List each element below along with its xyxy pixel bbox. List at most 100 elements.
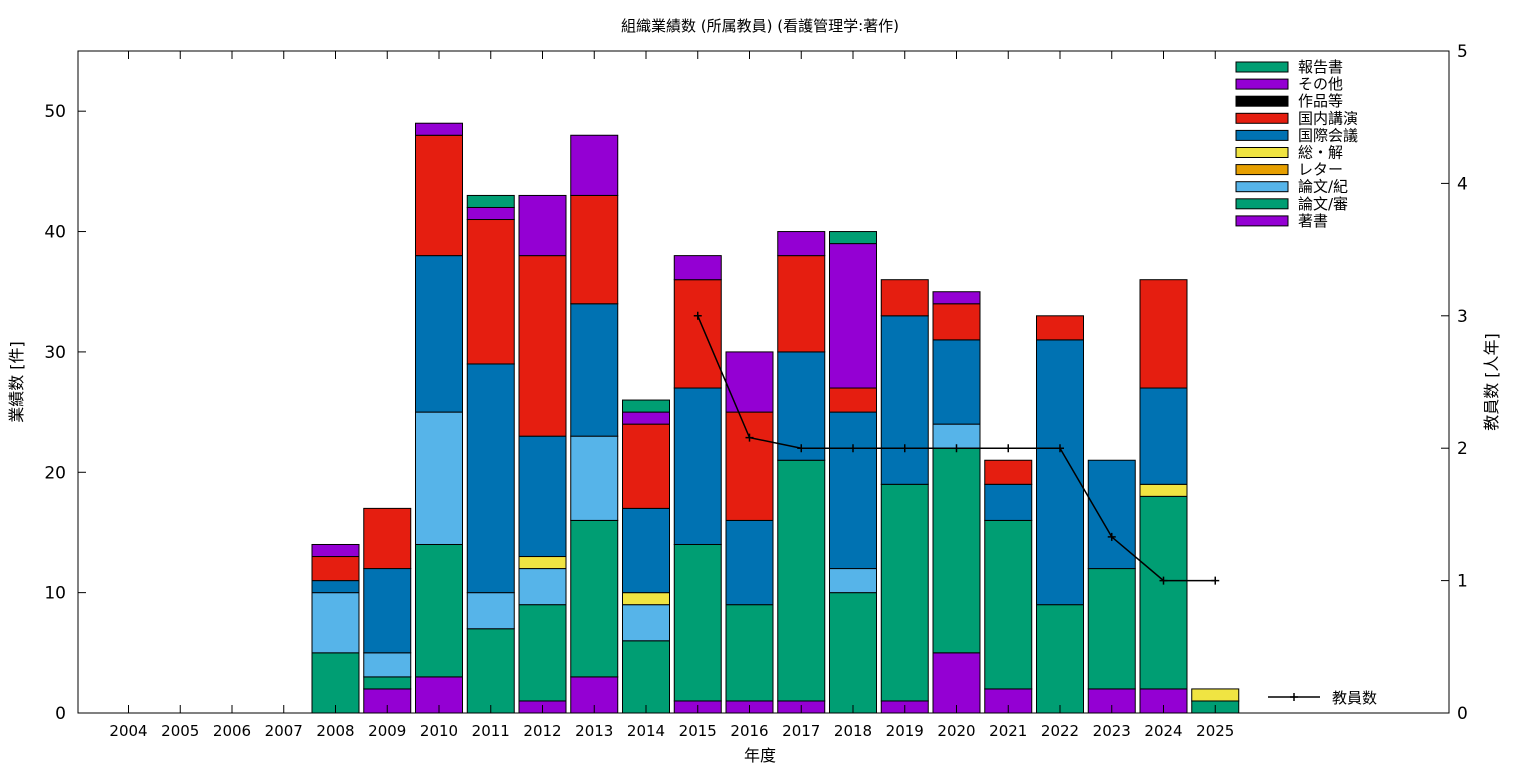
x-tick-label: 2007 <box>265 722 303 740</box>
x-tick-label: 2008 <box>316 722 354 740</box>
bar-segment <box>777 351 826 461</box>
bar-segment <box>984 459 1033 485</box>
bar-segment <box>518 568 567 606</box>
bar-segment <box>829 411 877 570</box>
legend-label: 著書 <box>1298 212 1328 230</box>
bar-segment <box>880 315 929 485</box>
x-tick-label: 2016 <box>730 722 768 740</box>
bar-segment <box>570 194 619 305</box>
x-tick-label: 2025 <box>1196 722 1234 740</box>
bar-segment <box>829 592 877 714</box>
y2-tick-label: 3 <box>1457 307 1468 327</box>
bar-segment <box>466 363 515 594</box>
bar-segment <box>777 231 826 257</box>
bar-segment <box>415 122 463 136</box>
x-tick-label: 2022 <box>1041 722 1079 740</box>
legend-label: その他 <box>1298 75 1343 93</box>
x-tick-label: 2020 <box>937 722 975 740</box>
legend-swatch <box>1235 198 1289 210</box>
legend-swatch <box>1235 215 1289 227</box>
bar-segment <box>880 483 929 702</box>
x-tick-label: 2018 <box>834 722 872 740</box>
bar-segment <box>466 194 515 208</box>
x-axis-label: 年度 <box>744 746 776 765</box>
x-tick-label: 2011 <box>472 722 510 740</box>
line-point <box>1211 576 1220 585</box>
legend-label: 作品等 <box>1298 92 1343 110</box>
bar-segment <box>932 423 981 449</box>
x-tick-label: 2012 <box>523 722 561 740</box>
y-tick-label: 40 <box>44 223 66 243</box>
bar-segment <box>622 507 670 594</box>
bar-segment <box>415 411 463 545</box>
bar-segment <box>725 411 774 521</box>
axes-layer: 0 10 20 30 40 50 0 1 2 3 4 5 2004 2005 2006 2007 2008 200… <box>44 42 1467 740</box>
line-point <box>693 311 702 320</box>
y2-tick-label: 4 <box>1457 174 1468 194</box>
bar-segment <box>570 303 619 437</box>
bar-segment <box>725 604 774 702</box>
bar-segment <box>880 279 929 317</box>
x-tick-label: 2015 <box>679 722 717 740</box>
legend-swatch <box>1235 181 1289 193</box>
legend-label: 報告書 <box>1298 58 1343 76</box>
x-tick-label: 2014 <box>627 722 665 740</box>
line-point <box>849 444 857 453</box>
bar-segment <box>984 519 1033 690</box>
y2-axis-label: 教員数 [人年] <box>1482 333 1501 431</box>
bar-segment <box>829 387 877 413</box>
bar-segment <box>932 339 981 425</box>
bar-segment <box>466 219 515 365</box>
legend-label: 論文/審 <box>1298 195 1348 213</box>
bar-segment <box>363 568 412 654</box>
bar-segment <box>1087 688 1136 714</box>
bar-segment <box>829 243 877 389</box>
bar-segment <box>415 255 463 413</box>
legend-swatch <box>1235 78 1289 90</box>
legend-swatch <box>1235 61 1289 73</box>
bar-segment <box>1139 495 1188 690</box>
legend-swatch <box>1235 129 1289 141</box>
x-tick-label: 2006 <box>213 722 251 740</box>
y-axis-label: 業績数 [件] <box>7 341 26 423</box>
bar-segment <box>777 459 826 702</box>
legend-label: 国際会議 <box>1298 126 1358 144</box>
y2-tick-label: 5 <box>1457 42 1468 62</box>
bar-segment <box>311 580 360 594</box>
y-tick-label: 0 <box>55 704 66 724</box>
x-tick-label: 2005 <box>161 722 199 740</box>
bar-segment <box>1087 459 1136 570</box>
bar-segment <box>518 556 567 570</box>
x-tick-label: 2021 <box>989 722 1027 740</box>
y-tick-label: 30 <box>44 343 66 363</box>
chart-title: 組織業績数 (所属教員) (看護管理学:著作) <box>621 17 899 35</box>
bar-segment <box>311 556 360 582</box>
line-point <box>900 444 909 453</box>
bar-segment <box>363 652 412 678</box>
legend-swatch <box>1235 112 1289 124</box>
legend-label: 総・解 <box>1298 144 1343 162</box>
bar-segment <box>829 231 877 245</box>
x-tick-label: 2024 <box>1144 722 1182 740</box>
line-point <box>1107 532 1116 541</box>
line-point <box>1004 444 1013 453</box>
legend-label: 国内講演 <box>1298 109 1358 127</box>
bar-segment <box>777 255 826 353</box>
bar-segment <box>518 194 567 257</box>
line-point <box>797 444 806 453</box>
bar-segment <box>1036 604 1084 714</box>
bar-segment <box>932 447 981 654</box>
x-tick-label: 2010 <box>420 722 458 740</box>
line-point <box>952 444 961 453</box>
plot-frame <box>77 50 1450 714</box>
bar-segment <box>1036 339 1084 606</box>
bar-segment <box>363 507 412 570</box>
bar-segment <box>1087 568 1136 690</box>
bar-segment <box>1036 315 1084 341</box>
x-tick-label: 2017 <box>782 722 820 740</box>
bar-segment <box>363 676 412 690</box>
bar-segment <box>311 592 360 654</box>
legend-label: レター <box>1298 161 1343 179</box>
